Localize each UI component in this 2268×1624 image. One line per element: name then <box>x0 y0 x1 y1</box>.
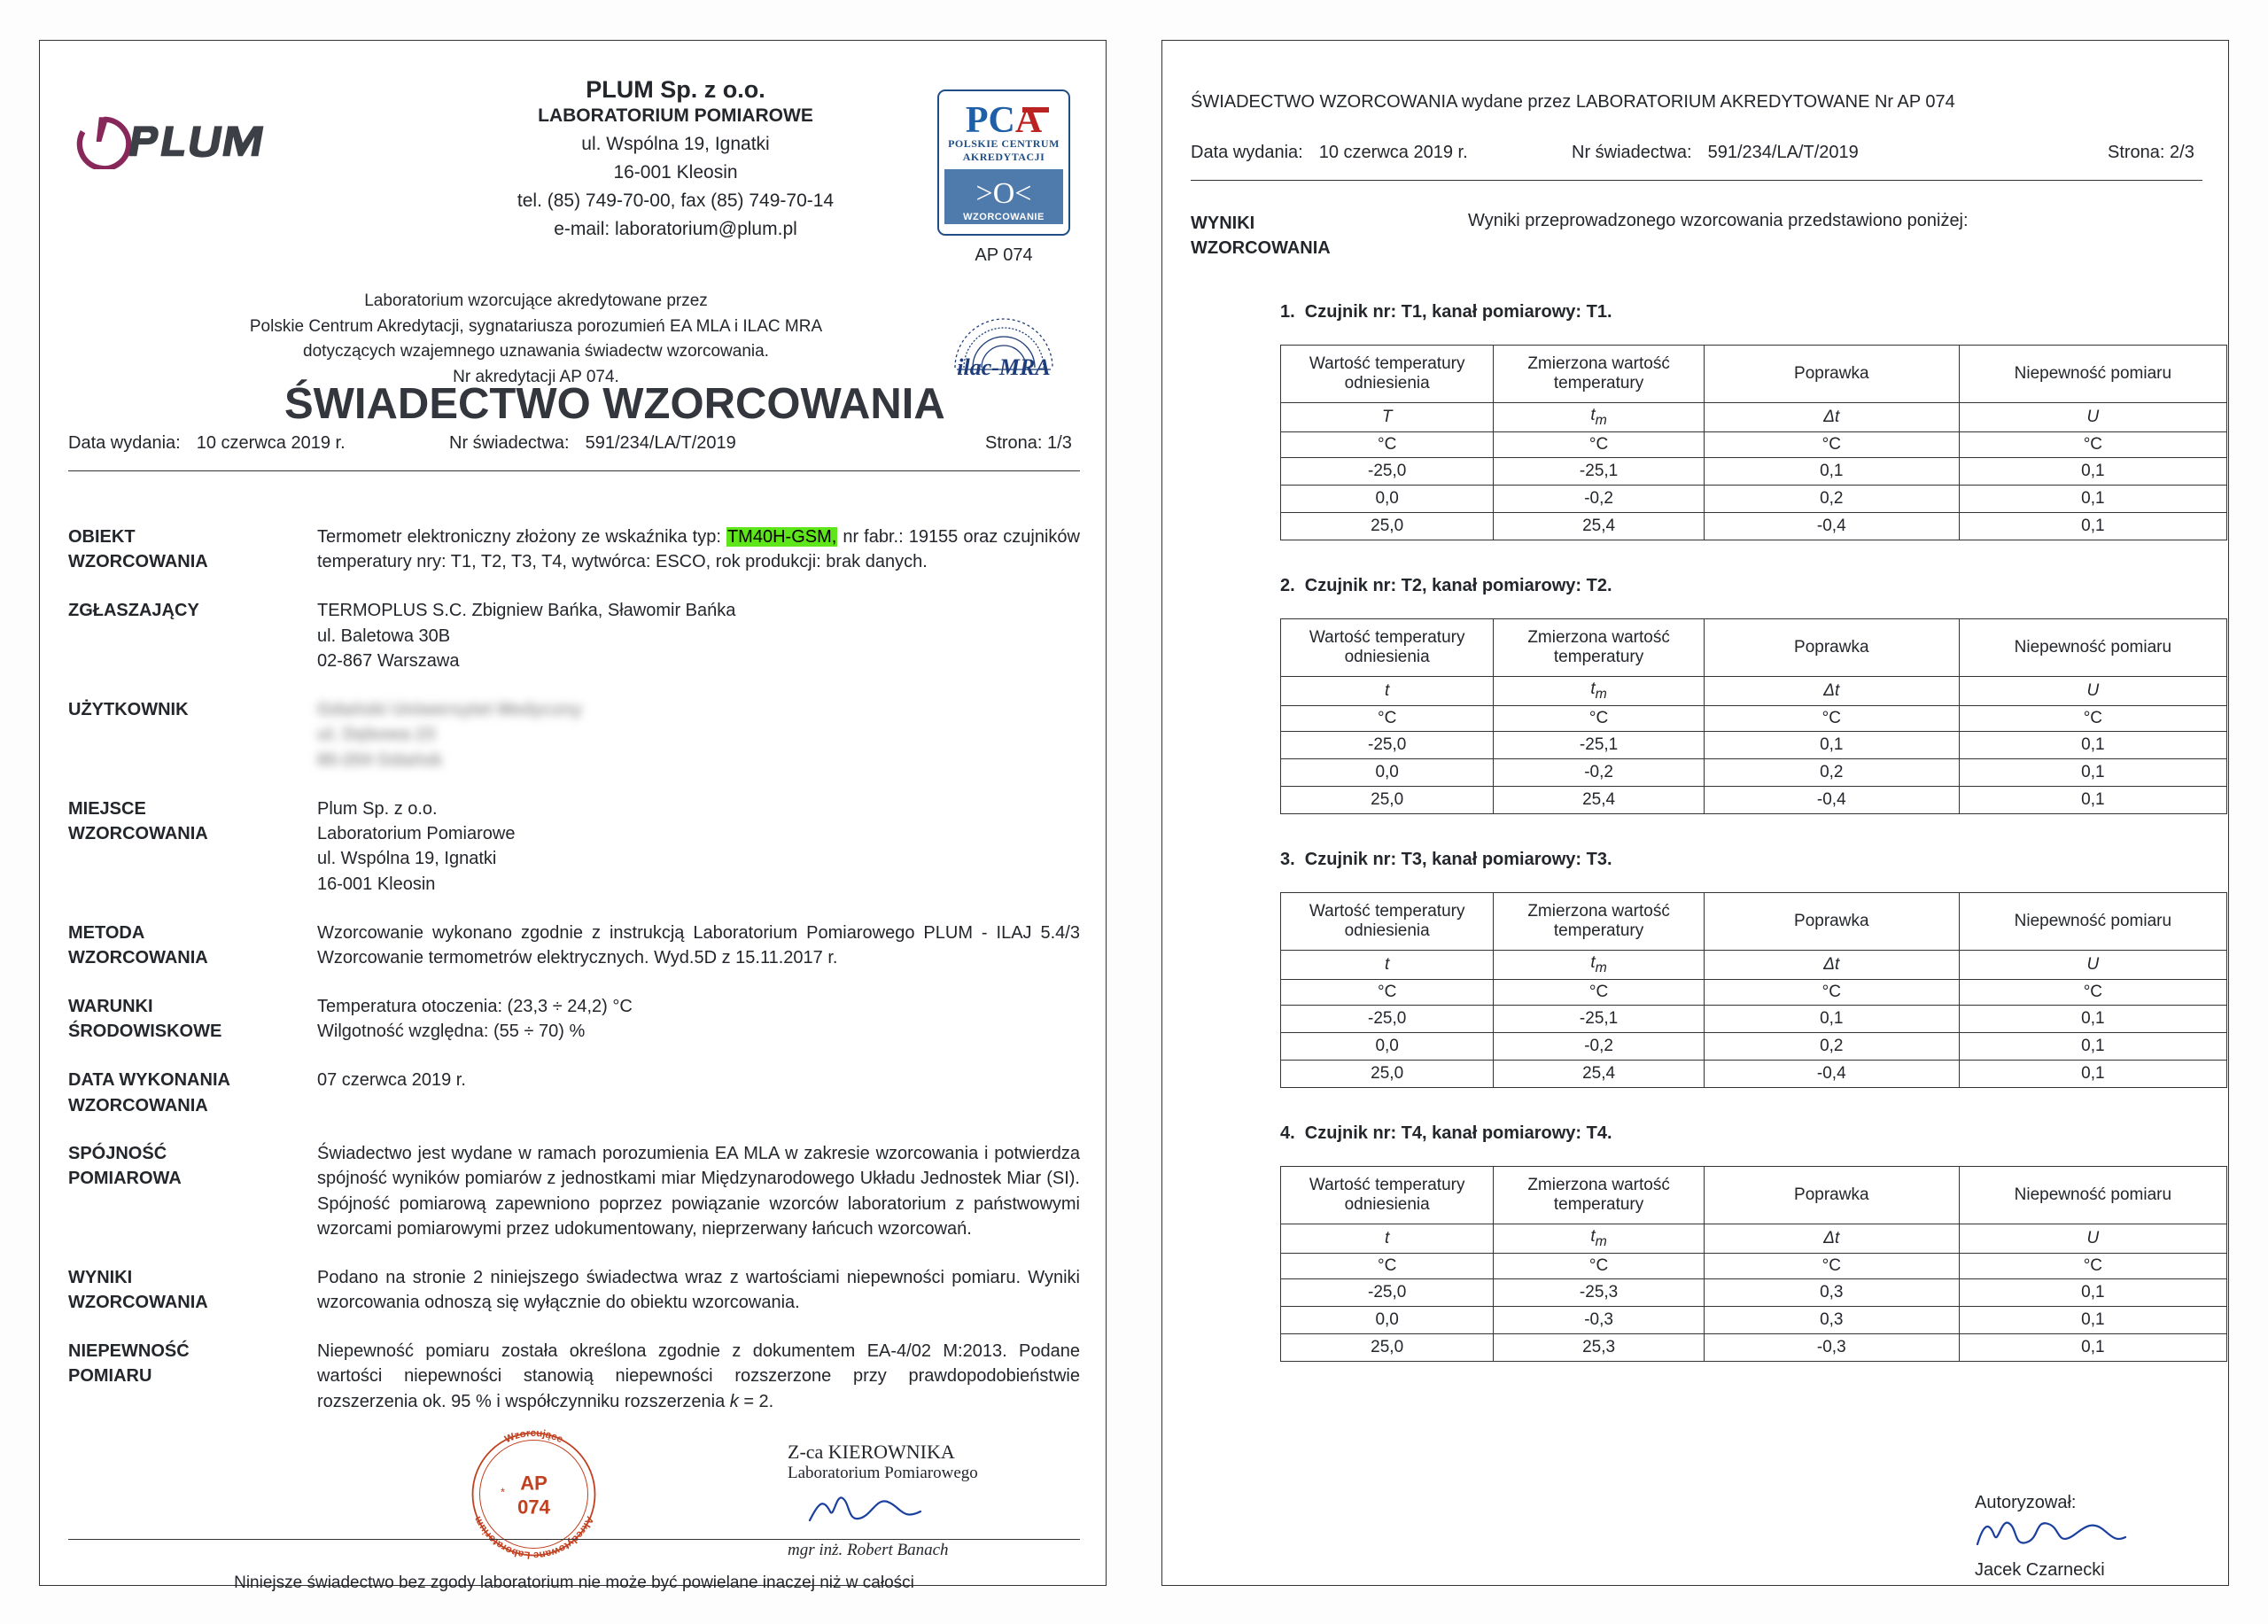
svg-text:>O<: >O< <box>976 177 1032 210</box>
svg-text:AKREDYTACJI: AKREDYTACJI <box>963 151 1045 163</box>
svg-text:Wzorcujące: Wzorcujące <box>503 1428 564 1445</box>
svg-text:Akredytowane Laboratorium: Akredytowane Laboratorium <box>472 1514 594 1560</box>
svg-text:POLSKIE CENTRUM: POLSKIE CENTRUM <box>948 137 1060 150</box>
svg-text:*: * <box>501 1486 505 1499</box>
svg-text:074: 074 <box>517 1496 550 1519</box>
svg-text:AP: AP <box>520 1472 548 1495</box>
svg-text:WZORCOWANIE: WZORCOWANIE <box>963 212 1045 222</box>
svg-text:ilac-MRA: ilac-MRA <box>957 354 1050 380</box>
svg-text:PCA: PCA <box>966 100 1043 141</box>
